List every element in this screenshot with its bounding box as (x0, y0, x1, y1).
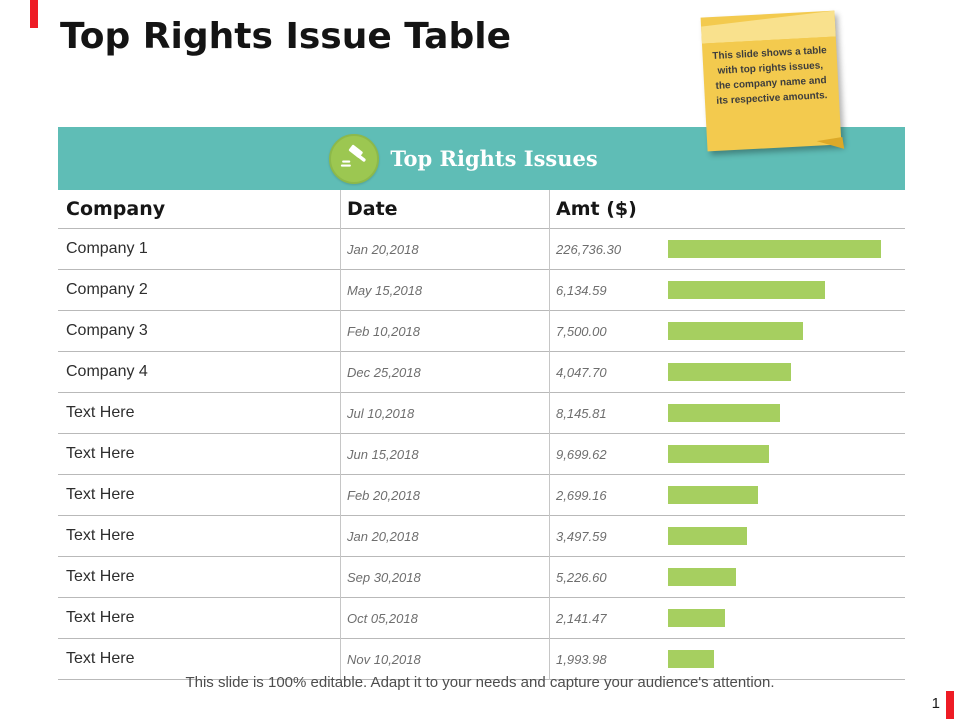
company-cell: Company 2 (66, 281, 148, 298)
sticky-note-flap (701, 11, 836, 44)
table-row: Company 1 Jan 20,2018 226,736.30 (58, 229, 905, 270)
bar-cell (668, 527, 905, 545)
table-row: Company 2 May 15,2018 6,134.59 (58, 270, 905, 311)
bar-cell (668, 322, 905, 340)
table-row: Text Here Jul 10,2018 8,145.81 (58, 393, 905, 434)
table-row: Text Here Jun 15,2018 9,699.62 (58, 434, 905, 475)
bar-cell (668, 240, 905, 258)
bar-cell (668, 281, 905, 299)
amount-bar (668, 527, 747, 545)
amount-cell: 8,145.81 (556, 405, 607, 421)
table-row: Text Here Jan 20,2018 3,497.59 (58, 516, 905, 557)
table-row: Text Here Oct 05,2018 2,141.47 (58, 598, 905, 639)
amount-bar (668, 404, 780, 422)
date-cell: Jun 15,2018 (347, 446, 419, 462)
amount-cell: 5,226.60 (556, 569, 607, 585)
amount-bar (668, 650, 714, 668)
company-cell: Text Here (66, 650, 135, 667)
date-cell: Jan 20,2018 (347, 528, 419, 544)
amount-bar (668, 240, 881, 258)
table-row: Company 3 Feb 10,2018 7,500.00 (58, 311, 905, 352)
date-cell: Jan 20,2018 (347, 241, 419, 257)
bar-cell (668, 404, 905, 422)
amount-bar (668, 322, 803, 340)
date-cell: Jul 10,2018 (347, 405, 415, 421)
column-divider (340, 190, 341, 680)
company-cell: Company 1 (66, 240, 148, 257)
company-cell: Text Here (66, 445, 135, 462)
amount-cell: 1,993.98 (556, 651, 607, 667)
sticky-note: This slide shows a table with top rights… (700, 10, 845, 153)
amount-cell: 3,497.59 (556, 528, 607, 544)
table-header-row: Company Date Amt ($) (58, 190, 905, 229)
bar-cell (668, 568, 905, 586)
sticky-note-text: This slide shows a table with top rights… (706, 43, 835, 110)
bar-cell (668, 445, 905, 463)
amount-cell: 6,134.59 (556, 282, 607, 298)
table-row: Company 4 Dec 25,2018 4,047.70 (58, 352, 905, 393)
company-cell: Text Here (66, 404, 135, 421)
date-cell: Dec 25,2018 (347, 364, 421, 380)
header-date: Date (347, 198, 398, 220)
date-cell: Feb 20,2018 (347, 487, 421, 503)
column-divider (549, 190, 550, 680)
bar-cell (668, 363, 905, 381)
banner-title: Top Rights Issues (390, 146, 598, 171)
amount-bar (668, 281, 825, 299)
header-amount: Amt ($) (556, 198, 637, 220)
company-cell: Text Here (66, 568, 135, 585)
company-cell: Company 4 (66, 363, 148, 380)
date-cell: Oct 05,2018 (347, 610, 418, 626)
header-company: Company (66, 198, 166, 220)
date-cell: Feb 10,2018 (347, 323, 421, 339)
footer-note: This slide is 100% editable. Adapt it to… (185, 674, 775, 691)
company-cell: Company 3 (66, 322, 148, 339)
gavel-icon (329, 133, 380, 184)
date-cell: May 15,2018 (347, 282, 423, 298)
rights-issue-table: Company Date Amt ($) Company 1 Jan 20,20… (58, 190, 905, 680)
page-title: Top Rights Issue Table (60, 16, 512, 57)
table-row: Text Here Sep 30,2018 5,226.60 (58, 557, 905, 598)
amount-cell: 2,699.16 (556, 487, 607, 503)
red-accent-top-left (30, 0, 38, 28)
bar-cell (668, 650, 905, 668)
amount-bar (668, 363, 791, 381)
amount-bar (668, 609, 725, 627)
amount-cell: 4,047.70 (556, 364, 607, 380)
table-row: Text Here Nov 10,2018 1,993.98 (58, 639, 905, 680)
amount-bar (668, 568, 736, 586)
amount-bar (668, 445, 769, 463)
company-cell: Text Here (66, 486, 135, 503)
company-cell: Text Here (66, 609, 135, 626)
amount-cell: 2,141.47 (556, 610, 607, 626)
amount-bar (668, 486, 758, 504)
red-accent-bottom-right (946, 691, 954, 719)
table-row: Text Here Feb 20,2018 2,699.16 (58, 475, 905, 516)
date-cell: Sep 30,2018 (347, 569, 421, 585)
date-cell: Nov 10,2018 (347, 651, 421, 667)
amount-cell: 9,699.62 (556, 446, 607, 462)
bar-cell (668, 609, 905, 627)
amount-cell: 7,500.00 (556, 323, 607, 339)
table-body: Company 1 Jan 20,2018 226,736.30 Company… (58, 229, 905, 680)
company-cell: Text Here (66, 527, 135, 544)
amount-cell: 226,736.30 (556, 241, 622, 257)
page-number: 1 (931, 695, 940, 712)
bar-cell (668, 486, 905, 504)
